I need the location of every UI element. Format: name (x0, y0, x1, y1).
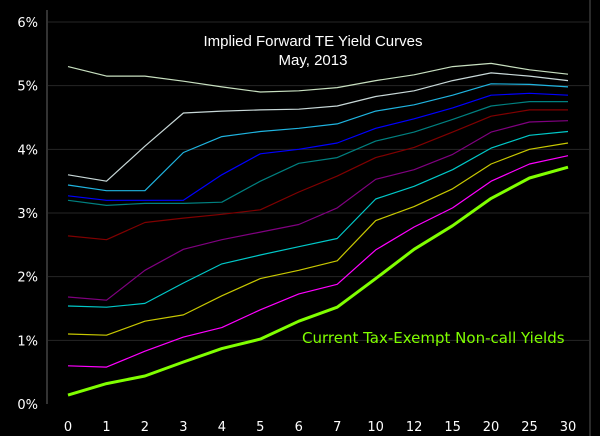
x-tick-label: 20 (483, 420, 500, 435)
x-tick-label: 7 (333, 420, 341, 435)
x-tick-label: 3 (179, 420, 187, 435)
forward-curve-line-2 (67, 72, 569, 182)
chart-subtitle: May, 2013 (279, 52, 348, 69)
x-tick-label: 30 (560, 420, 577, 435)
x-tick-label: 15 (444, 420, 461, 435)
y-tick-label: 0% (17, 398, 38, 413)
current-yield-line (67, 165, 569, 397)
y-tick-label: 1% (17, 334, 38, 349)
y-tick-label: 5% (17, 80, 38, 95)
y-tick-label: 2% (17, 271, 38, 286)
x-tick-label: 10 (367, 420, 384, 435)
forward-curve-line-3 (67, 83, 569, 192)
forward-curve-line-8 (67, 130, 569, 308)
y-tick-label: 3% (17, 207, 38, 222)
series-lines (67, 62, 569, 397)
forward-curve-line-5 (67, 100, 568, 206)
x-tick-label: 5 (256, 420, 264, 435)
y-tick-labels: 0% 1% 2% 3% 4% 5% 6% (17, 16, 38, 413)
x-tick-label: 1 (102, 420, 110, 435)
x-tick-label: 0 (64, 420, 72, 435)
x-tick-label: 12 (406, 420, 423, 435)
forward-curve-line-10 (67, 155, 569, 368)
forward-curve-line-9 (67, 142, 569, 336)
y-tick-label: 4% (17, 143, 38, 158)
forward-curve-line-4 (67, 92, 569, 201)
x-tick-label: 4 (218, 420, 226, 435)
x-tick-label: 6 (295, 420, 303, 435)
forward-curve-line-7 (67, 120, 569, 301)
forward-curve-line-6 (67, 109, 568, 241)
x-tick-labels: 0 1 2 3 4 5 6 7 10 12 15 20 25 30 (64, 420, 576, 435)
x-tick-label: 2 (141, 420, 149, 435)
y-tick-label: 6% (17, 16, 38, 31)
current-yields-annotation: Current Tax-Exempt Non-call Yields (302, 329, 565, 347)
chart-title: Implied Forward TE Yield Curves (204, 33, 423, 50)
forward-curve-line-1 (67, 62, 569, 93)
x-tick-label: 25 (521, 420, 538, 435)
